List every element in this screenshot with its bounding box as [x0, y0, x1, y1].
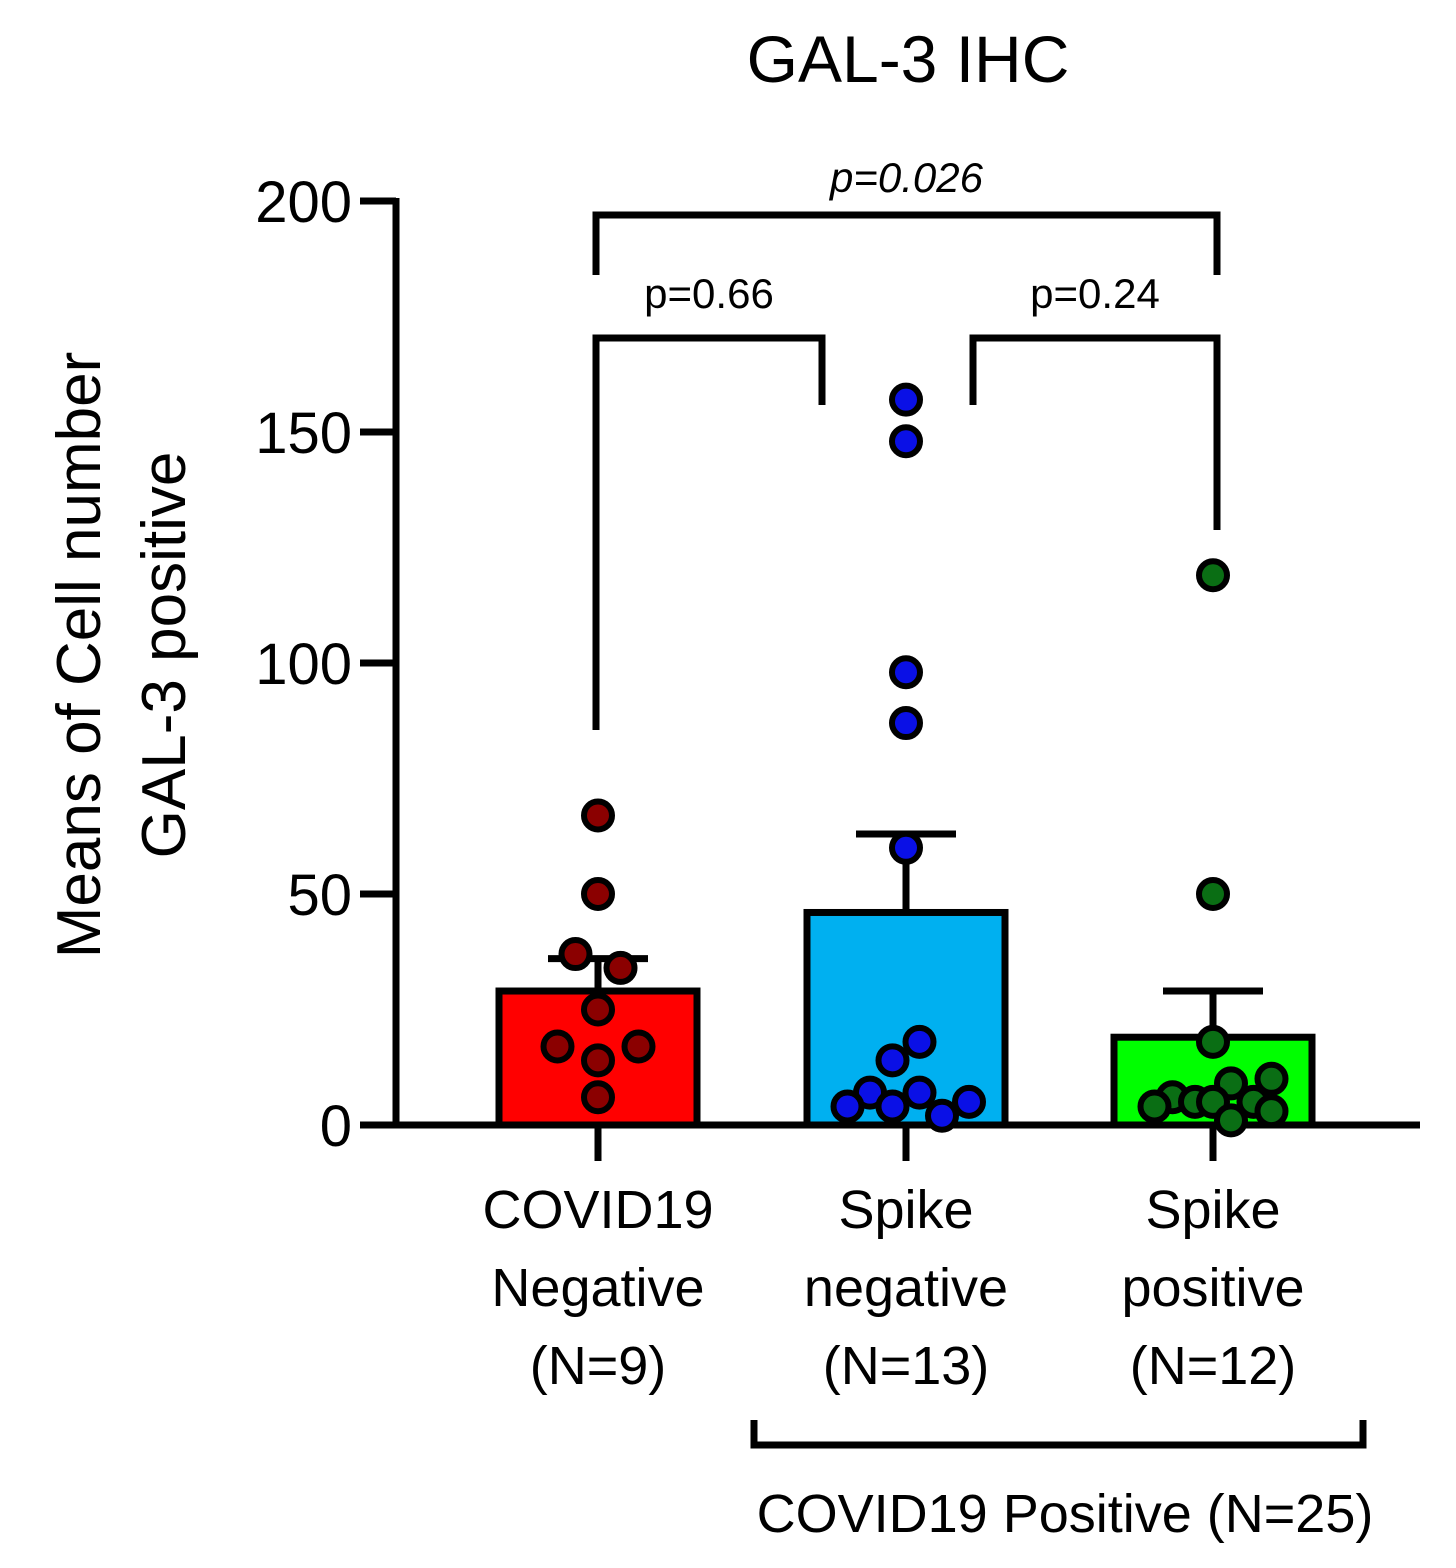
data-point — [1196, 877, 1230, 911]
data-point — [902, 1075, 937, 1110]
significance-bracket — [592, 334, 826, 730]
data-point — [581, 877, 615, 911]
significance-bracket — [969, 334, 1221, 530]
data-point — [1196, 1024, 1230, 1059]
data-point — [1214, 1103, 1248, 1138]
data-point — [889, 830, 923, 865]
data-point — [952, 1084, 986, 1119]
y-tick-label: 100 — [255, 632, 352, 697]
category-label-line: (N=12) — [1130, 1336, 1297, 1396]
data-point — [621, 1029, 656, 1064]
y-tick-label: 150 — [255, 401, 352, 466]
data-point — [889, 382, 923, 417]
category-label-line: (N=13) — [823, 1336, 990, 1396]
data-point — [889, 706, 923, 741]
data-point — [875, 1043, 910, 1078]
data-points — [540, 382, 1289, 1138]
data-point — [581, 992, 615, 1027]
y-axis-label: Means of Cell number GAL-3 positive — [45, 352, 199, 959]
significance-brackets: p=0.66 p=0.24 p=0.026 — [592, 154, 1221, 730]
p-value-label: p=0.66 — [644, 270, 774, 317]
data-point — [830, 1089, 865, 1124]
data-point — [581, 1080, 615, 1115]
x-axis-category-labels: COVID19 Negative (N=9) Spike negative (N=13) S… — [482, 1180, 1304, 1396]
data-point — [875, 1089, 910, 1124]
data-point — [603, 950, 638, 985]
data-point — [1137, 1089, 1172, 1124]
category-label-line: negative — [804, 1258, 1008, 1318]
data-point — [889, 655, 923, 690]
data-point — [1254, 1061, 1289, 1096]
y-tick-label: 200 — [255, 170, 352, 235]
group-label: COVID19 Positive (N=25) — [757, 1484, 1374, 1544]
data-point — [1254, 1094, 1289, 1129]
data-point — [581, 1043, 615, 1078]
group-bracket: COVID19 Positive (N=25) — [750, 1420, 1374, 1544]
data-point — [902, 1024, 937, 1059]
category-label-line: (N=9) — [530, 1336, 667, 1396]
significance-bracket — [592, 211, 1221, 275]
y-tick-label: 50 — [287, 863, 352, 928]
category-label-line: positive — [1121, 1258, 1304, 1318]
category-label-line: Spike — [1145, 1180, 1280, 1240]
y-tick-label: 0 — [320, 1094, 352, 1159]
data-point — [1196, 558, 1230, 593]
group-bracket-line — [750, 1420, 1367, 1449]
p-value-label: p=0.026 — [828, 154, 984, 201]
category-label-line: Negative — [491, 1258, 704, 1318]
p-value-label: p=0.24 — [1030, 270, 1160, 317]
category-label-line: Spike — [838, 1180, 973, 1240]
y-axis-label-line-2: GAL-3 positive — [130, 452, 199, 859]
chart-title: GAL-3 IHC — [747, 22, 1070, 96]
data-point — [558, 937, 593, 972]
data-point — [925, 1098, 959, 1133]
data-point — [540, 1029, 575, 1064]
category-label-line: COVID19 — [482, 1180, 713, 1240]
y-axis-label-line-1: Means of Cell number — [45, 352, 114, 959]
data-point — [889, 424, 923, 459]
data-point — [581, 798, 615, 833]
